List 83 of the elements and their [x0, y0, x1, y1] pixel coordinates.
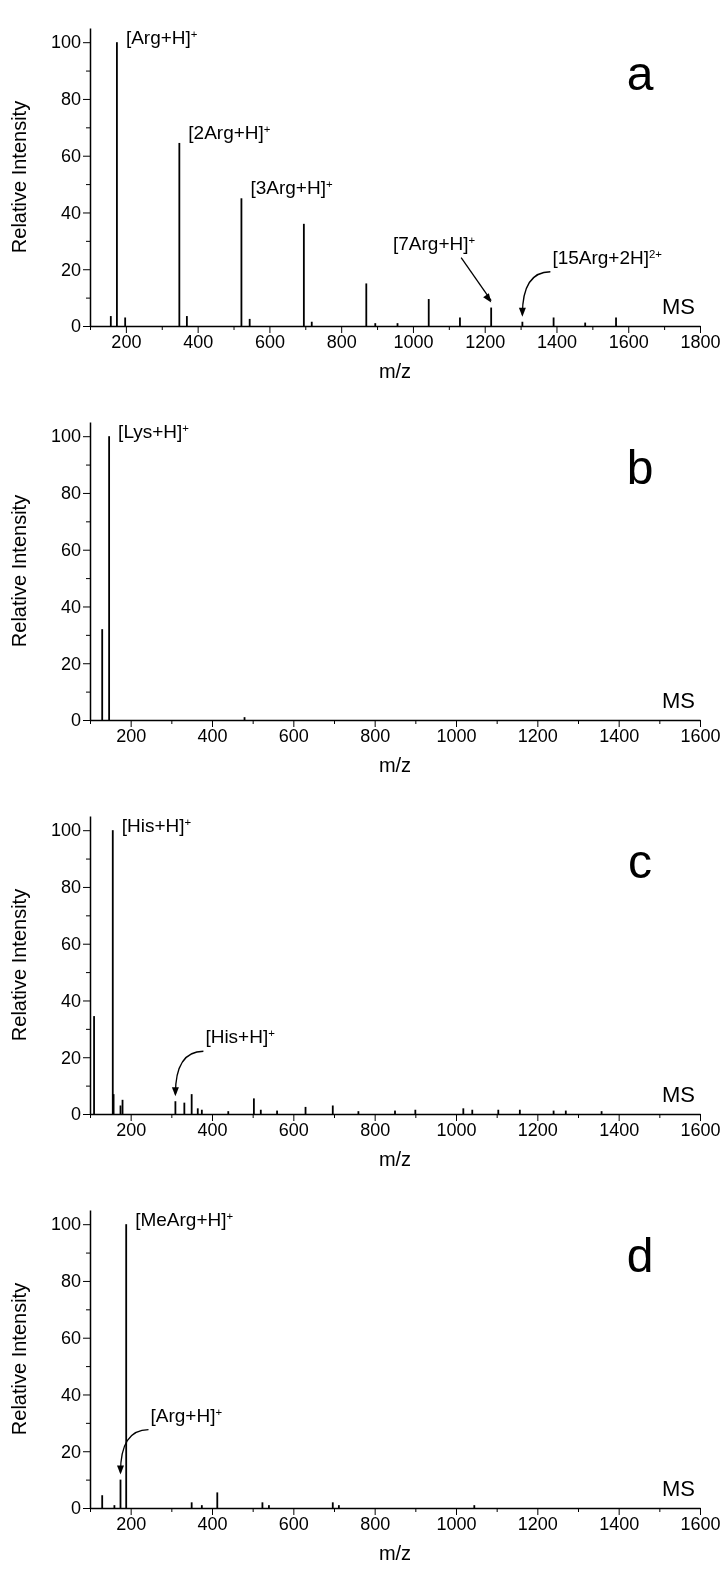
annotation: [2Arg+H]$^{+}$ [188, 121, 271, 143]
annotation: c [628, 835, 652, 888]
x-tick-label: 1600 [608, 331, 649, 352]
y-tick-label: 0 [70, 316, 81, 337]
x-tick-label: 1800 [680, 331, 721, 352]
x-tick-label: 1000 [436, 1513, 477, 1534]
x-axis-title: m/z [378, 1542, 412, 1564]
x-tick-label: 200 [116, 725, 147, 746]
x-tick-label: 400 [183, 331, 214, 352]
y-tick-label: 0 [70, 1498, 81, 1519]
y-tick-label: 100 [50, 1214, 81, 1235]
y-tick-label: 40 [60, 596, 81, 617]
x-tick-label: 600 [278, 725, 309, 746]
y-tick-label: 100 [50, 426, 81, 447]
y-tick-label: 80 [60, 483, 81, 504]
annotation: [7Arg+H]$^{+}$ [392, 232, 476, 254]
y-tick-label: 80 [60, 877, 81, 898]
y-tick-label: 0 [70, 1104, 81, 1125]
x-tick-label: 600 [278, 1119, 309, 1140]
x-tick-label: 1600 [680, 725, 721, 746]
x-tick-label: 1200 [465, 331, 506, 352]
annotation: [His+H]$^{+}$ [205, 1026, 276, 1048]
annotation: d [626, 1229, 654, 1282]
x-tick-label: 1400 [599, 725, 640, 746]
x-tick-label: 1200 [517, 1119, 558, 1140]
annotation: [15Arg+2H]$^{2+}$ [552, 246, 663, 268]
x-tick-label: 800 [360, 1513, 391, 1534]
x-tick-label: 1400 [536, 331, 577, 352]
y-tick-label: 20 [60, 653, 81, 674]
x-tick-label: 200 [111, 331, 142, 352]
x-tick-label: 800 [360, 1119, 391, 1140]
y-tick-label: 60 [60, 145, 81, 166]
x-tick-label: 200 [116, 1119, 147, 1140]
y-tick-label: 20 [60, 1047, 81, 1068]
x-tick-label: 600 [254, 331, 285, 352]
annotation: MS [662, 1082, 695, 1107]
y-tick-label: 40 [60, 202, 81, 223]
y-tick-label: 60 [60, 1327, 81, 1348]
y-tick-label: 80 [60, 1271, 81, 1292]
y-tick-label: 60 [60, 539, 81, 560]
y-axis-title: Relative Intensity [8, 494, 30, 648]
y-tick-label: 60 [60, 933, 81, 954]
y-tick-label: 80 [60, 89, 81, 110]
y-tick-label: 100 [50, 820, 81, 841]
x-tick-label: 800 [326, 331, 357, 352]
y-tick-label: 20 [60, 1441, 81, 1462]
x-tick-label: 1400 [599, 1119, 640, 1140]
y-tick-label: 20 [60, 259, 81, 280]
x-tick-label: 400 [197, 1119, 228, 1140]
x-axis-title: m/z [378, 1148, 412, 1170]
x-axis-title: m/z [378, 360, 412, 382]
annotation: [Lys+H]$^{+}$ [118, 421, 190, 442]
x-tick-label: 1000 [436, 1119, 477, 1140]
y-axis-title: Relative Intensity [8, 100, 30, 254]
y-axis-title: Relative Intensity [8, 1282, 30, 1436]
x-tick-label: 1600 [680, 1119, 721, 1140]
x-tick-label: 1000 [393, 331, 434, 352]
y-axis-title: Relative Intensity [8, 888, 30, 1042]
annotation: MS [662, 294, 695, 319]
x-tick-label: 600 [278, 1513, 309, 1534]
annotation: [Arg+H]$^{+}$ [125, 27, 198, 48]
y-tick-label: 40 [60, 990, 81, 1011]
annotation: [His+H]$^{+}$ [121, 815, 192, 836]
x-tick-label: 400 [197, 1513, 228, 1534]
x-tick-label: 400 [197, 725, 228, 746]
annotation: [MeArg+H]$^{+}$ [135, 1209, 234, 1230]
annotation: MS [662, 1476, 695, 1501]
annotation: [3Arg+H]$^{+}$ [250, 177, 333, 199]
x-tick-label: 1000 [436, 725, 477, 746]
annotation: [Arg+H]$^{+}$ [150, 1404, 223, 1426]
x-tick-label: 1200 [517, 1513, 558, 1534]
annotation: MS [662, 688, 695, 713]
y-tick-label: 0 [70, 710, 81, 731]
x-tick-label: 1400 [599, 1513, 640, 1534]
x-tick-label: 800 [360, 725, 391, 746]
x-tick-label: 1600 [680, 1513, 721, 1534]
x-tick-label: 200 [116, 1513, 147, 1534]
x-axis-title: m/z [378, 754, 412, 776]
x-tick-label: 1200 [517, 725, 558, 746]
annotation: b [626, 441, 654, 494]
annotation: a [626, 47, 654, 100]
y-tick-label: 100 [50, 32, 81, 53]
y-tick-label: 40 [60, 1384, 81, 1405]
